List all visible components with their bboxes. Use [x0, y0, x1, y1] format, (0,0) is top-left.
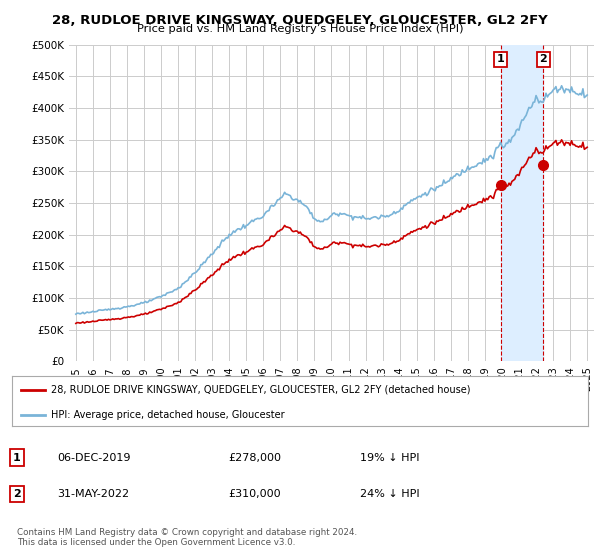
- Text: 06-DEC-2019: 06-DEC-2019: [57, 452, 131, 463]
- Bar: [500, 45, 543, 361]
- Text: £310,000: £310,000: [228, 489, 281, 499]
- Text: 28, RUDLOE DRIVE KINGSWAY, QUEDGELEY, GLOUCESTER, GL2 2FY: 28, RUDLOE DRIVE KINGSWAY, QUEDGELEY, GL…: [52, 14, 548, 27]
- Text: 28, RUDLOE DRIVE KINGSWAY, QUEDGELEY, GLOUCESTER, GL2 2FY (detached house): 28, RUDLOE DRIVE KINGSWAY, QUEDGELEY, GL…: [51, 385, 470, 395]
- Text: 2: 2: [13, 489, 20, 499]
- Text: £278,000: £278,000: [228, 452, 281, 463]
- Text: 1: 1: [497, 54, 505, 64]
- Text: 24% ↓ HPI: 24% ↓ HPI: [360, 489, 419, 499]
- Text: Contains HM Land Registry data © Crown copyright and database right 2024.
This d: Contains HM Land Registry data © Crown c…: [17, 528, 357, 547]
- Text: HPI: Average price, detached house, Gloucester: HPI: Average price, detached house, Glou…: [51, 410, 285, 420]
- Text: 1: 1: [13, 452, 20, 463]
- Text: Price paid vs. HM Land Registry’s House Price Index (HPI): Price paid vs. HM Land Registry’s House …: [137, 24, 463, 34]
- Text: 19% ↓ HPI: 19% ↓ HPI: [360, 452, 419, 463]
- Text: 2: 2: [539, 54, 547, 64]
- Text: 31-MAY-2022: 31-MAY-2022: [57, 489, 129, 499]
